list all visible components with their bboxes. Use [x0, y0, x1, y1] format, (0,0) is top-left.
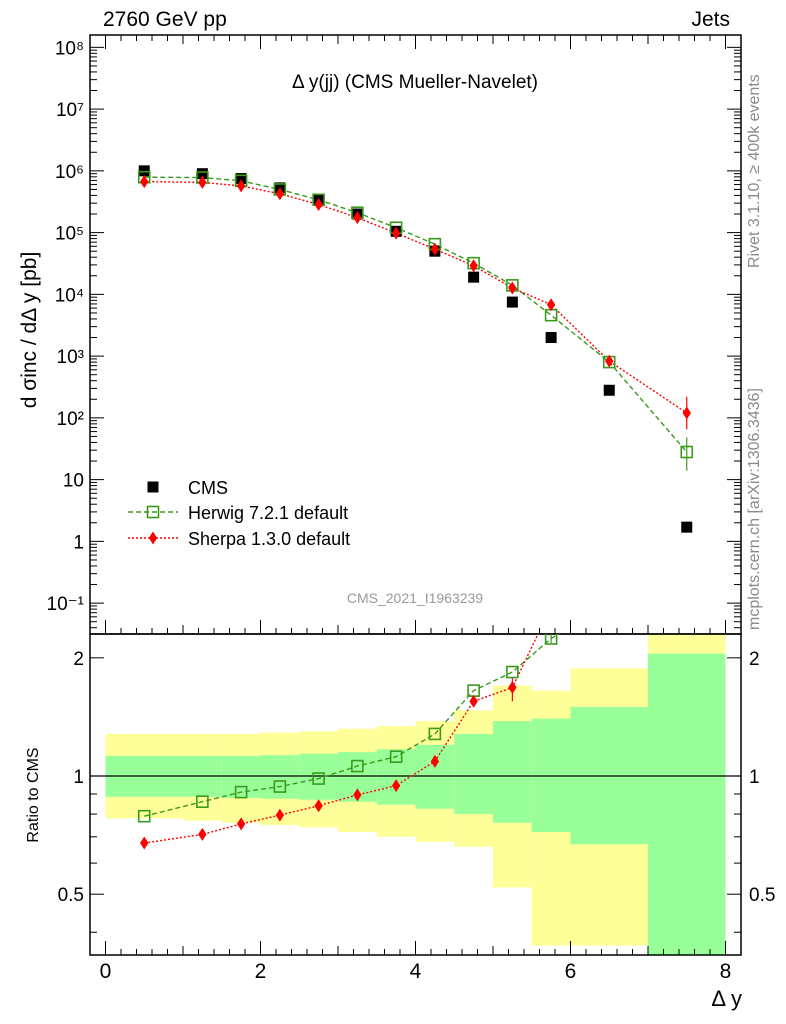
sherpa-line — [144, 180, 688, 414]
x-tick-label: 2 — [255, 960, 267, 983]
y-tick-label: 10⁵ — [55, 224, 84, 245]
cms-point — [196, 168, 208, 180]
sherpa-ratio-point — [430, 754, 440, 768]
ratio-tick-label: 2 — [73, 649, 84, 670]
watermark: CMS_2021_I1963239 — [347, 590, 483, 606]
y-tick-label: 10³ — [57, 347, 84, 368]
ratio-tick-label-right: 1 — [749, 767, 760, 788]
y-tick-label: 10⁻¹ — [47, 594, 85, 615]
cms-point — [468, 271, 480, 283]
ratio-tick-label: 1 — [73, 767, 84, 788]
y-tick-label: 10⁴ — [55, 285, 84, 306]
herwig-ratio-point — [234, 785, 248, 799]
sherpa-ratio-point — [140, 836, 149, 850]
x-tick-label: 6 — [565, 960, 577, 983]
x-tick-label: 8 — [720, 960, 732, 983]
sherpa-point — [236, 179, 246, 193]
legend-herwig-marker — [146, 505, 160, 519]
sherpa-point — [140, 175, 149, 189]
cms-point — [235, 173, 247, 185]
legend-sherpa-marker — [148, 531, 158, 545]
y-tick-label: 10⁷ — [56, 100, 84, 121]
sherpa-point — [430, 242, 440, 256]
axis-ticks: 10⁻¹ 1 10 10² 10³ 10⁴ 10⁵ 10⁶ 10⁷ 10⁸ 0 2 4 6 8 0.5 0.5 1… — [47, 35, 775, 983]
cms-point — [545, 332, 557, 344]
ratio-tick-label-right: 0.5 — [749, 885, 775, 906]
cms-point — [603, 384, 615, 396]
band-green-4 — [299, 753, 338, 800]
sherpa-ratio-point — [469, 694, 478, 708]
band-green-8 — [454, 733, 493, 815]
sherpa-ratio-point — [353, 788, 362, 802]
ratio-tick-label-right: 2 — [749, 649, 760, 670]
sherpa-ratio-line — [144, 634, 539, 844]
band-green-7 — [415, 744, 455, 809]
sherpa-point — [682, 406, 691, 420]
herwig-ratio-point — [273, 780, 287, 793]
sherpa-ratio-point — [236, 817, 246, 831]
sherpa-point — [391, 226, 401, 240]
plot-title: Δ y(jj) (CMS Mueller-Navelet) — [292, 72, 538, 93]
sherpa-point — [469, 259, 478, 273]
sherpa-ratio-point — [314, 799, 323, 813]
header-energy-label: 2760 GeV pp — [103, 8, 227, 31]
legend-cms-marker — [147, 481, 159, 493]
sherpa-point — [508, 281, 517, 295]
band-green-6 — [376, 749, 416, 805]
sherpa-point — [605, 354, 614, 368]
y-tick-label: 1 — [73, 532, 84, 553]
herwig-ratio-point — [544, 634, 558, 645]
sherpa-point — [546, 298, 556, 312]
sherpa-ratio-point — [391, 779, 401, 793]
main-series — [137, 165, 694, 533]
ratio-clipped-group — [137, 634, 560, 850]
sherpa-point — [198, 175, 207, 189]
herwig-ratio-point — [428, 727, 442, 741]
herwig-ratio-point — [351, 759, 364, 773]
herwig-ratio-point — [389, 750, 403, 763]
legend-sherpa-label: Sherpa 1.3.0 default — [188, 529, 350, 549]
y-tick-label: 10⁶ — [55, 162, 84, 183]
ratio-uncertainty-bands — [105, 634, 726, 955]
herwig-line — [144, 176, 688, 453]
sherpa-ratio-point — [508, 681, 517, 695]
herwig-ratio-point — [312, 772, 325, 785]
sherpa-point — [275, 187, 285, 201]
x-axis-label: Δ y — [711, 986, 742, 1011]
herwig-ratio-point — [137, 809, 151, 823]
band-green-9 — [493, 721, 532, 823]
cms-point — [681, 521, 693, 533]
y-axis-label: d σinc / dΔ y [pb] — [18, 252, 41, 409]
ratio-y-axis-label: Ratio to CMS — [25, 747, 42, 842]
herwig-ratio-point — [196, 795, 209, 809]
y-tick-label: 10 — [63, 471, 84, 492]
cms-point — [506, 296, 518, 308]
sherpa-point — [314, 198, 323, 212]
herwig-ratio-point — [506, 665, 519, 679]
y-tick-label: 10⁸ — [55, 38, 84, 59]
ratio-tick-label: 0.5 — [58, 885, 84, 906]
sherpa-ratio-point — [275, 808, 285, 822]
ratio-series — [137, 634, 560, 850]
legend-cms-label: CMS — [188, 478, 228, 498]
x-tick-label: 0 — [100, 960, 112, 983]
x-tick-label: 4 — [410, 960, 422, 983]
sherpa-ratio-point — [198, 827, 207, 841]
legend: CMS Herwig 7.2.1 default Sherpa 1.3.0 defa… — [128, 478, 350, 549]
band-green-12 — [648, 653, 726, 955]
header-category-label: Jets — [691, 8, 730, 31]
y-tick-label: 10² — [57, 409, 84, 430]
band-green-10 — [531, 718, 571, 833]
cms-point — [138, 165, 150, 177]
sherpa-point — [353, 211, 362, 225]
herwig-point — [680, 445, 694, 459]
legend-herwig-label: Herwig 7.2.1 default — [188, 503, 348, 523]
